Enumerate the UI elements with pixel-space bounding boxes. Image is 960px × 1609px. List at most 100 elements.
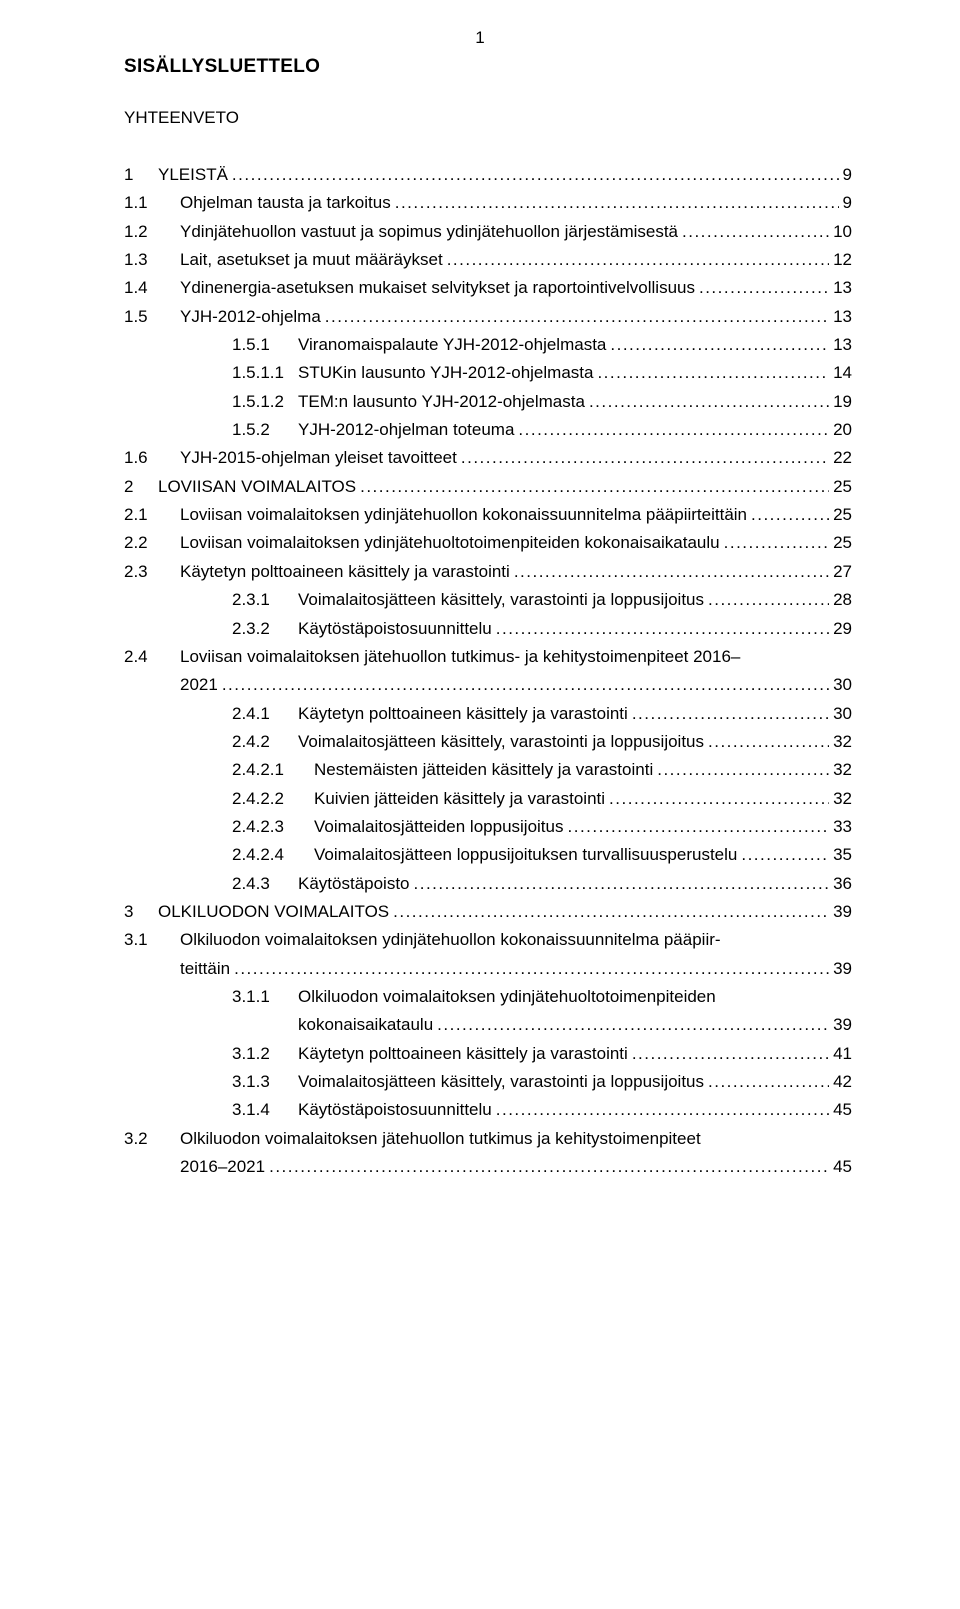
toc-entry: 2.4Loviisan voimalaitoksen jätehuollon t… — [124, 644, 852, 670]
toc-entry: 1.5YJH-2012-ohjelma13 — [124, 304, 852, 330]
toc-entry: 2.2 Loviisan voimalaitoksen ydinjätehuolt… — [124, 530, 852, 556]
toc-entry-page: 20 — [833, 417, 852, 443]
toc-leader — [360, 474, 829, 500]
toc-entry-number: 3 — [124, 899, 150, 925]
toc-leader — [496, 616, 829, 642]
toc-entry-number: 2.1 — [124, 502, 172, 528]
toc-entry-title: Nestemäisten jätteiden käsittely ja vara… — [314, 757, 653, 783]
toc-entry: 3.1.3Voimalaitosjätteen käsittely, varas… — [124, 1069, 852, 1095]
toc-leader — [751, 502, 829, 528]
toc-entry: 1YLEISTÄ9 — [124, 162, 852, 188]
toc-entry-page: 45 — [833, 1154, 852, 1180]
toc-entry-title: Käytetyn polttoaineen käsittely ja varas… — [298, 1041, 628, 1067]
toc-entry-title: Käytöstäpoistosuunnittelu — [298, 616, 492, 642]
toc-entry: 2.4.2.3Voimalaitosjätteiden loppusijoitu… — [124, 814, 852, 840]
toc-entry-title: Kuivien jätteiden käsittely ja varastoin… — [314, 786, 605, 812]
toc-entry-page: 41 — [833, 1041, 852, 1067]
toc-entry-title: Käytöstäpoisto — [298, 871, 410, 897]
toc-entry-page: 32 — [833, 786, 852, 812]
toc-leader — [518, 417, 829, 443]
toc-entry-page: 25 — [833, 502, 852, 528]
toc-entry-title: Loviisan voimalaitoksen ydinjätehuollon … — [180, 502, 747, 528]
toc-entry: 2.4.2.4Voimalaitosjätteen loppusijoituks… — [124, 842, 852, 868]
toc-entry: 1.6YJH-2015-ohjelman yleiset tavoitteet2… — [124, 445, 852, 471]
page-number: 1 — [0, 28, 960, 48]
toc-entry: 3.1.4Käytöstäpoistosuunnittelu45 — [124, 1097, 852, 1123]
toc-entry: 2.4.2.1Nestemäisten jätteiden käsittely … — [124, 757, 852, 783]
toc-entry-number: 3.1.4 — [232, 1097, 290, 1123]
toc-entry: 2.3.2Käytöstäpoistosuunnittelu29 — [124, 616, 852, 642]
toc-entry-page: 10 — [833, 219, 852, 245]
toc-entry-number: 3.1.2 — [232, 1041, 290, 1067]
toc-leader — [395, 190, 839, 216]
toc-entry-page: 30 — [833, 701, 852, 727]
toc-entry-title: YJH-2012-ohjelma — [180, 304, 321, 330]
toc-entry-title: Käytetyn polttoaineen käsittely ja varas… — [298, 701, 628, 727]
toc-entry-page: 36 — [833, 871, 852, 897]
toc-entry-page: 32 — [833, 729, 852, 755]
toc-entry-number: 2.4.1 — [232, 701, 290, 727]
toc-entry: 2.4.3 Käytöstäpoisto 36 — [124, 871, 852, 897]
toc-leader — [325, 304, 829, 330]
toc-entry-number: 2.4.2.3 — [232, 814, 306, 840]
toc-leader — [234, 956, 829, 982]
toc-entry-page: 9 — [843, 190, 852, 216]
toc-entry-page: 29 — [833, 616, 852, 642]
toc-entry-number: 1.2 — [124, 219, 172, 245]
toc-leader — [632, 701, 829, 727]
toc-entry-page: 33 — [833, 814, 852, 840]
toc-entry-title: YJH-2012-ohjelman toteuma — [298, 417, 514, 443]
toc-entry-title: Lait, asetukset ja muut määräykset — [180, 247, 443, 273]
toc-entry-title: Ydinjätehuollon vastuut ja sopimus ydinj… — [180, 219, 678, 245]
toc-leader — [461, 445, 829, 471]
toc-entry-title: YLEISTÄ — [158, 162, 228, 188]
toc-entry-title: Loviisan voimalaitoksen ydinjätehuoltoto… — [180, 530, 720, 556]
toc-entry-title: TEM:n lausunto YJH-2012-ohjelmasta — [298, 389, 585, 415]
toc-leader — [632, 1041, 829, 1067]
toc-entry-title: kokonaisaikataulu — [298, 1012, 433, 1038]
toc-entry: 3.1.2 Käytetyn polttoaineen käsittely ja … — [124, 1041, 852, 1067]
toc-entry-title: Olkiluodon voimalaitoksen ydinjätehuollo… — [180, 927, 852, 953]
toc-leader — [437, 1012, 829, 1038]
toc-entry-page: 39 — [833, 899, 852, 925]
toc-entry-page: 32 — [833, 757, 852, 783]
toc-entry: 1.1Ohjelman tausta ja tarkoitus9 — [124, 190, 852, 216]
toc-entry-number: 2.4.3 — [232, 871, 290, 897]
toc-entry: 1.5.1.1STUKin lausunto YJH-2012-ohjelmas… — [124, 360, 852, 386]
toc-entry-page: 25 — [833, 530, 852, 556]
toc-leader — [657, 757, 829, 783]
toc-entry-number: 1.5.2 — [232, 417, 290, 443]
toc-entry: 3.2 Olkiluodon voimalaitoksen jätehuollon… — [124, 1126, 852, 1152]
toc-leader — [222, 672, 829, 698]
toc-entry-number: 2.4.2 — [232, 729, 290, 755]
toc-entry-title: Olkiluodon voimalaitoksen ydinjätehuolto… — [298, 984, 852, 1010]
toc-entry-title: teittäin — [180, 956, 230, 982]
toc-leader — [609, 786, 829, 812]
toc-leader — [589, 389, 829, 415]
toc-entry: 3OLKILUODON VOIMALAITOS39 — [124, 899, 852, 925]
toc-entry-title: Käytetyn polttoaineen käsittely ja varas… — [180, 559, 510, 585]
toc-entry-page: 13 — [833, 332, 852, 358]
toc-entry: 2LOVIISAN VOIMALAITOS25 — [124, 474, 852, 500]
toc-leader — [724, 530, 829, 556]
toc-entry-number: 1.6 — [124, 445, 172, 471]
toc-entry-title: STUKin lausunto YJH-2012-ohjelmasta — [298, 360, 593, 386]
toc-entry-title: Loviisan voimalaitoksen jätehuollon tutk… — [180, 644, 852, 670]
toc-entry-number: 2.2 — [124, 530, 172, 556]
toc-leader — [597, 360, 829, 386]
toc-entry: 1.5.1Viranomaispalaute YJH-2012-ohjelmas… — [124, 332, 852, 358]
toc-entry: 2.3.1Voimalaitosjätteen käsittely, varas… — [124, 587, 852, 613]
toc-leader — [708, 587, 829, 613]
toc-entry-page: 13 — [833, 304, 852, 330]
toc-entry-number: 3.1.3 — [232, 1069, 290, 1095]
toc-entry-number: 3.2 — [124, 1126, 172, 1152]
toc-entry: 1.5.2 YJH-2012-ohjelman toteuma 20 — [124, 417, 852, 443]
summary-heading: YHTEENVETO — [124, 108, 852, 128]
toc-entry-title: Voimalaitosjätteen käsittely, varastoint… — [298, 729, 704, 755]
toc-leader — [414, 871, 830, 897]
toc-entry: 2.4.2 Voimalaitosjätteen käsittely, varas… — [124, 729, 852, 755]
toc-entry-page: 19 — [833, 389, 852, 415]
toc-leader — [741, 842, 829, 868]
toc-entry-title: Olkiluodon voimalaitoksen jätehuollon tu… — [180, 1126, 852, 1152]
toc-entry-title: 2016–2021 — [180, 1154, 265, 1180]
